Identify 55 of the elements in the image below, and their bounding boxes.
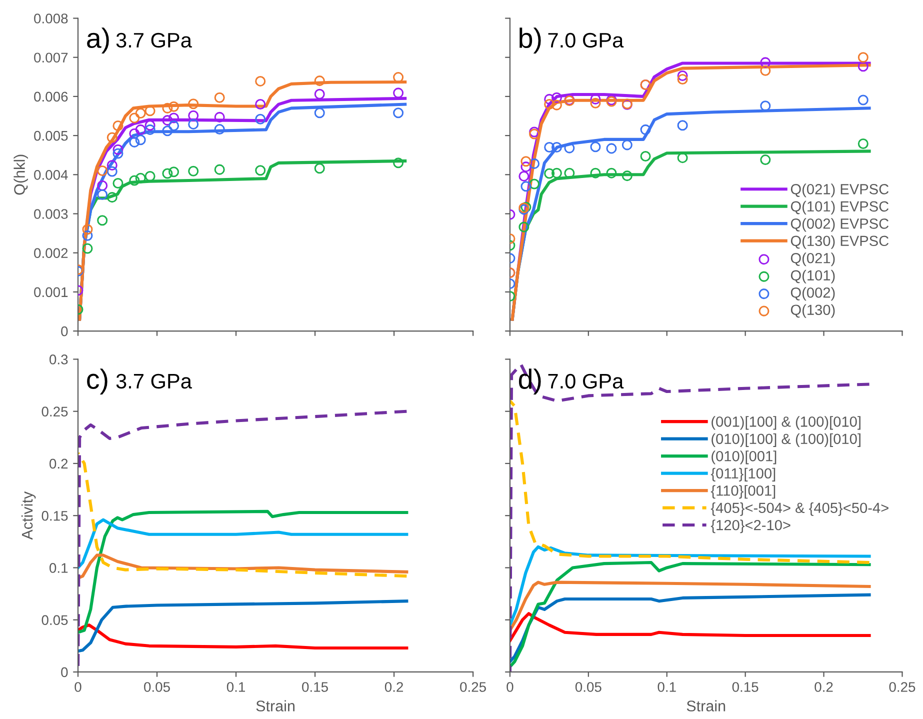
y-tick-label: 0.002 xyxy=(34,248,68,258)
annotation: d) xyxy=(518,368,541,394)
y-tick-label: 0.2 xyxy=(50,458,68,469)
y-tick-label: 0.1 xyxy=(50,563,68,573)
legend-label: Q(002) EVPSC xyxy=(790,218,889,232)
y-tick-label: 0.05 xyxy=(42,615,68,626)
y-tick-label: 0.003 xyxy=(34,209,68,219)
x-tick-label: 0.15 xyxy=(302,682,328,692)
annotation: a) xyxy=(87,28,109,54)
legend-label: Q(101) EVPSC xyxy=(790,200,889,214)
legend-label: Q(130) EVPSC xyxy=(790,235,889,249)
y-tick-label: 0 xyxy=(61,667,68,678)
x-tick-label: 0.05 xyxy=(144,682,170,692)
y-tick-label: 0 xyxy=(61,326,68,336)
legend-label: {011}[100] xyxy=(710,468,776,482)
x-axis-title: Strain xyxy=(686,700,726,712)
x-axis-title: Strain xyxy=(256,700,294,712)
legend-label: Q(101) xyxy=(790,270,835,284)
y-tick-label: 0.006 xyxy=(34,92,68,102)
legend-label: {405}<-504> & {405}<50-4> xyxy=(710,502,888,516)
x-tick-label: 0.2 xyxy=(384,682,403,692)
legend-label: (010)[100] & (100)[010] xyxy=(712,433,860,447)
x-tick-label: 0.2 xyxy=(814,682,833,692)
legend-label: (001)[100] & (100)[010] xyxy=(712,416,860,430)
y-tick-label: 0.005 xyxy=(34,130,68,141)
annotation: c) xyxy=(87,368,108,394)
text: 7.0 GPa xyxy=(548,374,624,389)
legend-label: Q(021) xyxy=(790,252,835,266)
x-tick-label: 0.05 xyxy=(575,682,602,692)
y-tick-label: 0.008 xyxy=(34,14,68,24)
text: 3.7 GPa xyxy=(116,374,192,389)
y-tick-label: 0.3 xyxy=(50,354,68,364)
y-tick-label: 0.25 xyxy=(42,406,68,417)
legend-label: Q(130) xyxy=(790,304,835,318)
y-axis-title: Activity xyxy=(21,491,36,540)
legend-label: {110}[001] xyxy=(710,485,776,499)
annotation: b) xyxy=(520,28,541,54)
x-tick-label: 0.25 xyxy=(460,682,486,692)
legend-label: Q(021) EVPSC xyxy=(790,184,889,198)
legend-label: (010)[001] xyxy=(712,450,776,464)
text: 7.0 GPa xyxy=(548,32,624,48)
y-axis-title: Q(hkl) xyxy=(14,154,28,195)
y-tick-label: 0.15 xyxy=(42,510,68,521)
x-tick-label: 0 xyxy=(506,682,514,692)
legend-label: {120}<2-10> xyxy=(710,520,790,534)
x-tick-label: 0.15 xyxy=(732,682,758,692)
y-tick-label: 0.001 xyxy=(34,287,68,298)
y-tick-label: 0.007 xyxy=(34,52,68,63)
x-tick-label: 0.25 xyxy=(889,682,916,692)
legend-label: Q(002) xyxy=(790,287,835,301)
x-tick-label: 0.1 xyxy=(658,682,676,692)
y-tick-label: 0.004 xyxy=(34,170,68,180)
x-tick-label: 0.1 xyxy=(226,682,245,692)
x-tick-label: 0 xyxy=(74,682,82,692)
text: 3.7 GPa xyxy=(116,32,192,48)
